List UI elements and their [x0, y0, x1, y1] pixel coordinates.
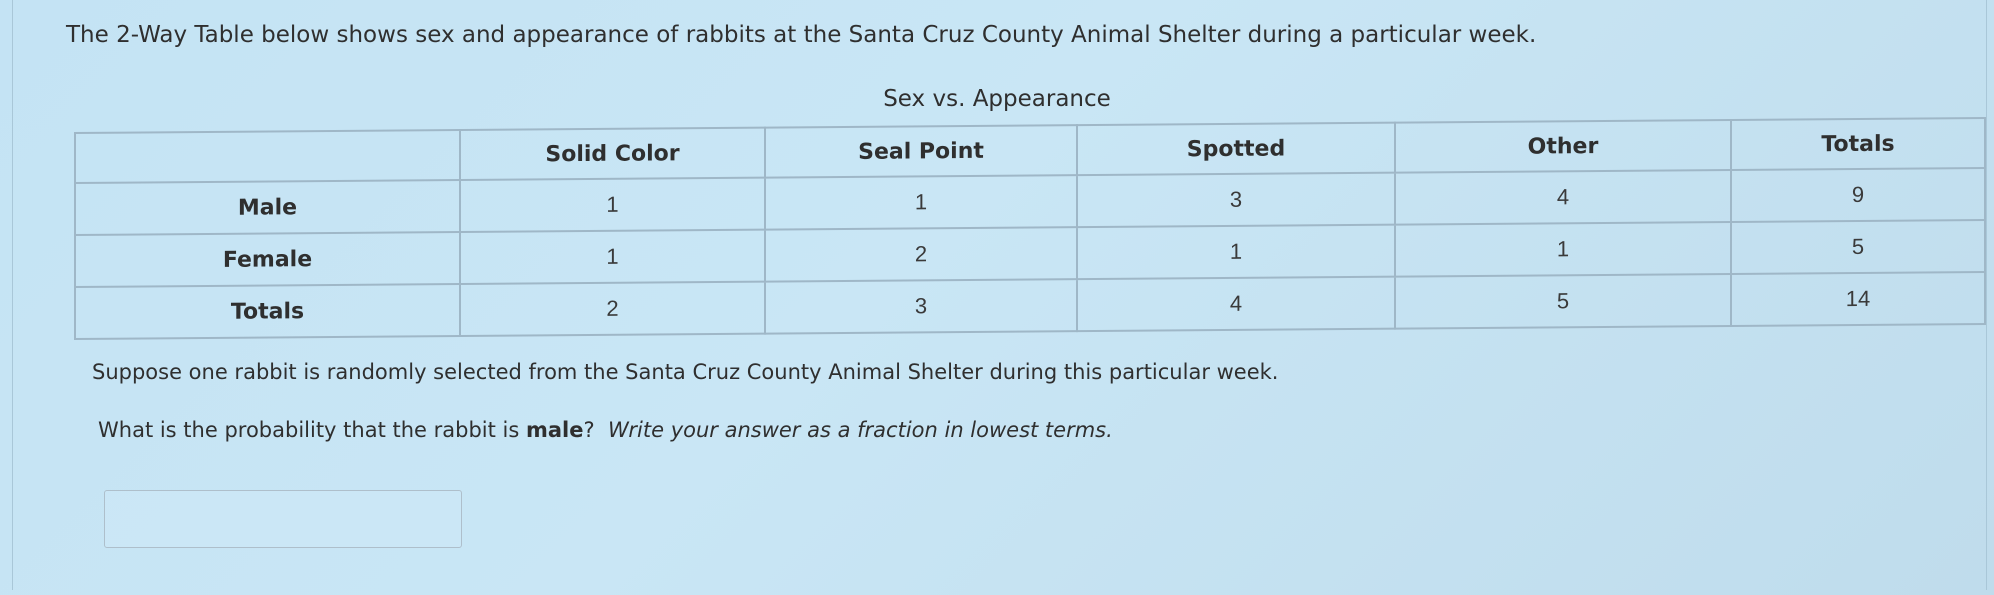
cell-male-seal-point: 1 [765, 175, 1077, 230]
two-way-table: Solid Color Seal Point Spotted Other Tot… [74, 117, 1986, 340]
cell-female-totals: 5 [1731, 220, 1985, 274]
cell-male-spotted: 3 [1077, 172, 1395, 228]
prompt-suffix: ? [583, 418, 595, 442]
question-panel [12, 0, 1987, 590]
cell-female-spotted: 1 [1077, 224, 1395, 280]
cell-totals-other: 5 [1395, 273, 1731, 329]
cell-male-other: 4 [1395, 170, 1731, 225]
intro-text: The 2-Way Table below shows sex and appe… [66, 22, 1537, 48]
header-solid-color: Solid Color [460, 127, 765, 181]
prompt-emphasis: male [525, 418, 584, 442]
answer-box[interactable] [104, 490, 462, 548]
cell-totals-spotted: 4 [1077, 276, 1395, 332]
table-title: Sex vs. Appearance [883, 86, 1111, 112]
header-corner-cell [75, 129, 460, 184]
cell-grand-total: 14 [1731, 271, 1985, 326]
cell-male-solid-color: 1 [460, 177, 765, 233]
header-totals: Totals [1731, 117, 1985, 171]
row-label-totals: Totals [75, 283, 460, 339]
prompt-prefix: What is the probability that the rabbit … [98, 418, 526, 442]
header-spotted: Spotted [1077, 122, 1395, 176]
prompt-instruction: Write your answer as a fraction in lowes… [608, 418, 1113, 442]
question-text: Suppose one rabbit is randomly selected … [92, 360, 1279, 384]
row-label-male: Male [75, 180, 460, 236]
cell-totals-solid-color: 2 [460, 281, 765, 336]
row-label-female: Female [75, 232, 460, 287]
cell-totals-seal-point: 3 [765, 279, 1077, 334]
cell-female-seal-point: 2 [765, 227, 1077, 282]
cell-female-other: 1 [1395, 222, 1731, 277]
answer-input[interactable] [105, 491, 461, 547]
header-other: Other [1395, 119, 1731, 173]
cell-male-totals: 9 [1731, 168, 1985, 223]
prompt-text: What is the probability that the rabbit … [98, 418, 1113, 442]
header-seal-point: Seal Point [765, 125, 1077, 178]
cell-female-solid-color: 1 [460, 229, 765, 284]
